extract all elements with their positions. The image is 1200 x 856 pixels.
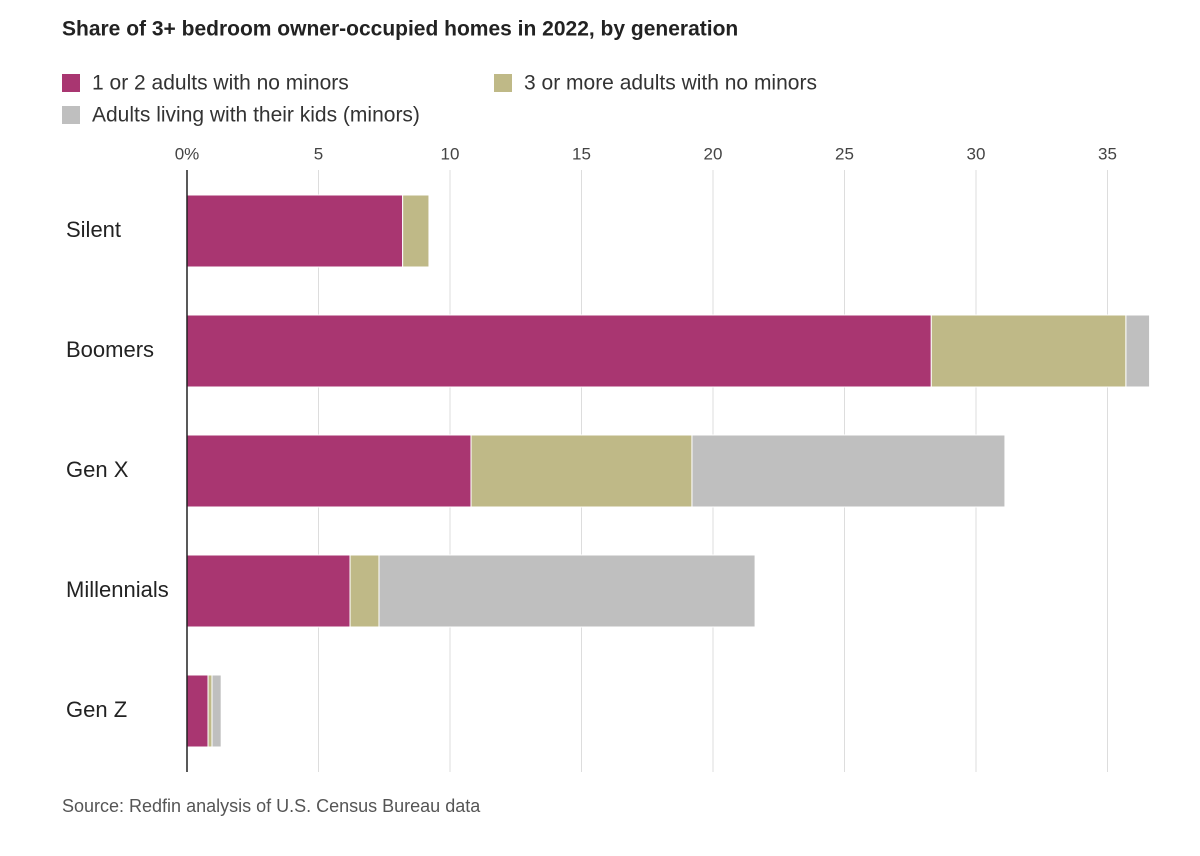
bar-segment — [186, 554, 351, 628]
bar-segment — [186, 434, 472, 508]
x-tick-label: 20 — [704, 144, 723, 163]
chart-title: Share of 3+ bedroom owner-occupied homes… — [62, 18, 738, 41]
legend-swatch — [494, 74, 512, 92]
x-tick-label: 25 — [835, 144, 854, 163]
legend-label: 1 or 2 adults with no minors — [92, 72, 349, 95]
legend-swatch — [62, 106, 80, 124]
bar-segment — [186, 194, 404, 268]
category-label: Silent — [66, 217, 121, 242]
bar-segment — [1125, 314, 1151, 388]
x-tick-label: 30 — [967, 144, 986, 163]
bar-segment — [470, 434, 693, 508]
bar-segment — [402, 194, 430, 268]
bar-segment — [186, 314, 932, 388]
bar-segment — [930, 314, 1127, 388]
x-tick-label: 15 — [572, 144, 591, 163]
legend-swatch — [62, 74, 80, 92]
x-tick-label: 10 — [441, 144, 460, 163]
bar-segment — [186, 674, 209, 748]
category-label: Boomers — [66, 337, 154, 362]
source-note: Source: Redfin analysis of U.S. Census B… — [62, 796, 481, 816]
bar-segment — [207, 674, 213, 748]
category-label: Gen X — [66, 457, 129, 482]
category-label: Millennials — [66, 577, 169, 602]
x-tick-label: 0% — [175, 144, 200, 163]
legend-label: 3 or more adults with no minors — [524, 72, 817, 95]
legend-label: Adults living with their kids (minors) — [92, 104, 420, 127]
bar-segment — [378, 554, 756, 628]
x-tick-label: 35 — [1098, 144, 1117, 163]
bar-segment — [691, 434, 1006, 508]
category-label: Gen Z — [66, 697, 127, 722]
x-tick-label: 5 — [314, 144, 323, 163]
bar-segment — [349, 554, 380, 628]
bar-segment — [211, 674, 222, 748]
